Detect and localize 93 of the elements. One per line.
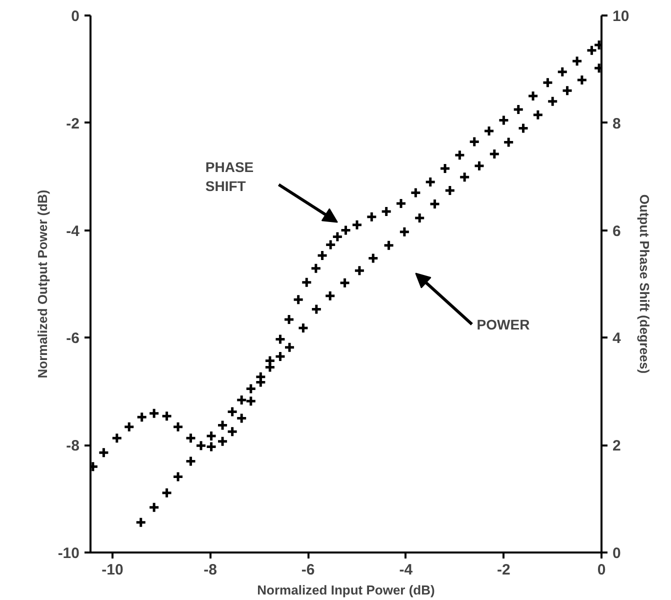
point bbox=[354, 264, 366, 276]
point bbox=[367, 252, 379, 264]
point bbox=[135, 516, 147, 528]
point bbox=[512, 104, 524, 116]
point bbox=[351, 219, 363, 231]
y2-tick-label: 4 bbox=[612, 330, 622, 348]
point bbox=[206, 440, 218, 452]
point bbox=[216, 436, 228, 448]
point bbox=[254, 376, 266, 388]
point bbox=[454, 149, 466, 161]
point bbox=[274, 334, 286, 346]
point bbox=[184, 432, 196, 444]
point bbox=[148, 408, 160, 420]
point bbox=[195, 440, 207, 452]
point bbox=[429, 198, 441, 210]
point bbox=[324, 290, 336, 302]
y2-axis-title: Output Phase Shift (degrees) bbox=[637, 194, 652, 374]
point bbox=[502, 136, 514, 148]
point bbox=[383, 240, 395, 252]
y2-tick-label: 0 bbox=[612, 545, 621, 562]
y-tick-label: -4 bbox=[66, 222, 80, 240]
x-tick-label: -2 bbox=[497, 562, 510, 578]
point bbox=[236, 412, 248, 424]
point bbox=[111, 432, 123, 444]
point bbox=[136, 411, 148, 423]
x-tick-label: -10 bbox=[102, 562, 124, 578]
point bbox=[226, 406, 238, 418]
point bbox=[297, 322, 309, 334]
point bbox=[123, 421, 135, 433]
y2-tick-label: 6 bbox=[612, 222, 621, 240]
point bbox=[410, 186, 422, 198]
annotation: PHASE SHIFT bbox=[205, 159, 254, 194]
point bbox=[498, 114, 510, 126]
point bbox=[366, 211, 378, 223]
point bbox=[148, 502, 160, 514]
y2-tick-label: 10 bbox=[612, 8, 630, 25]
point bbox=[468, 136, 480, 148]
x-axis-title: Normalized Input Power (dB) bbox=[257, 582, 435, 598]
point bbox=[474, 160, 485, 172]
point bbox=[292, 294, 304, 306]
point bbox=[161, 487, 173, 499]
point bbox=[98, 446, 110, 458]
point bbox=[458, 171, 470, 183]
point bbox=[310, 262, 322, 274]
point bbox=[339, 277, 351, 289]
point bbox=[562, 84, 574, 96]
point bbox=[571, 55, 583, 67]
point bbox=[398, 226, 410, 238]
y2-tick-label: 2 bbox=[612, 438, 621, 455]
point bbox=[226, 426, 238, 438]
annotation: POWER bbox=[476, 316, 530, 332]
x-tick-label: -6 bbox=[301, 562, 315, 578]
point bbox=[284, 342, 296, 354]
x-tick-label: -4 bbox=[399, 562, 414, 578]
point bbox=[542, 76, 554, 88]
point bbox=[527, 90, 539, 102]
point bbox=[556, 66, 568, 78]
point bbox=[264, 361, 276, 373]
y-tick-label: 0 bbox=[71, 8, 80, 25]
point bbox=[310, 303, 322, 315]
point bbox=[283, 314, 295, 326]
y2-tick-label: 8 bbox=[612, 115, 621, 132]
point bbox=[483, 125, 495, 137]
point bbox=[395, 198, 407, 210]
y-tick-label: -6 bbox=[66, 330, 80, 348]
point bbox=[532, 109, 544, 121]
point bbox=[274, 350, 286, 362]
point bbox=[546, 96, 558, 108]
point bbox=[216, 419, 228, 431]
y-axis-title: Normalized Output Power (dB) bbox=[34, 190, 50, 378]
y-tick-label: -10 bbox=[58, 545, 80, 562]
point bbox=[414, 212, 426, 224]
point bbox=[518, 122, 530, 134]
point bbox=[184, 455, 196, 467]
y-tick-label: -2 bbox=[66, 115, 80, 132]
point bbox=[316, 250, 328, 262]
point bbox=[161, 410, 173, 422]
point bbox=[236, 394, 248, 406]
point bbox=[488, 148, 500, 160]
point bbox=[576, 74, 588, 86]
point bbox=[380, 206, 392, 218]
point bbox=[206, 430, 218, 442]
y-tick-label: -8 bbox=[66, 438, 80, 455]
x-tick-label: -8 bbox=[204, 562, 217, 578]
point bbox=[172, 471, 184, 483]
point bbox=[444, 184, 456, 196]
point bbox=[245, 382, 257, 394]
point bbox=[245, 395, 257, 407]
point bbox=[424, 176, 436, 188]
x-tick-label: 0 bbox=[597, 562, 606, 578]
point bbox=[172, 421, 184, 433]
point bbox=[439, 162, 451, 174]
point bbox=[300, 276, 312, 288]
